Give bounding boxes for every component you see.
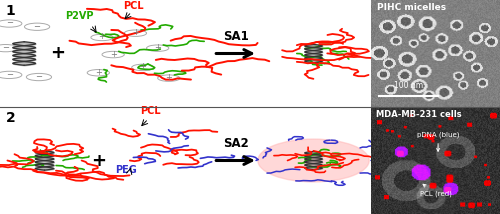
Text: −: −	[6, 18, 13, 28]
Text: +: +	[166, 73, 172, 82]
Text: PCL (red): PCL (red)	[420, 184, 452, 197]
Text: +: +	[154, 43, 161, 52]
Text: +: +	[50, 45, 65, 62]
Text: +: +	[110, 49, 116, 59]
Text: +: +	[91, 152, 106, 169]
Text: PEG: PEG	[116, 165, 137, 175]
Text: SA1: SA1	[222, 30, 248, 43]
Text: +: +	[132, 28, 139, 37]
Text: P2VP: P2VP	[66, 11, 94, 21]
Text: −: −	[6, 70, 13, 79]
Text: MDA-MB-231 cells: MDA-MB-231 cells	[376, 110, 462, 119]
Text: −: −	[2, 43, 9, 52]
Text: PCL: PCL	[123, 1, 144, 10]
Ellipse shape	[258, 139, 369, 182]
Text: −: −	[36, 72, 43, 81]
Text: PCL: PCL	[140, 107, 160, 116]
Text: −: −	[34, 22, 40, 31]
Text: SA2: SA2	[222, 137, 248, 150]
Text: +: +	[95, 68, 102, 77]
Text: 1: 1	[6, 4, 16, 18]
Text: pDNA (blue): pDNA (blue)	[417, 132, 460, 151]
Text: 2: 2	[6, 111, 16, 125]
Text: +: +	[140, 62, 146, 71]
Text: +: +	[98, 32, 105, 42]
Text: 100 nm: 100 nm	[394, 81, 423, 90]
Text: PIHC micelles: PIHC micelles	[378, 3, 446, 12]
